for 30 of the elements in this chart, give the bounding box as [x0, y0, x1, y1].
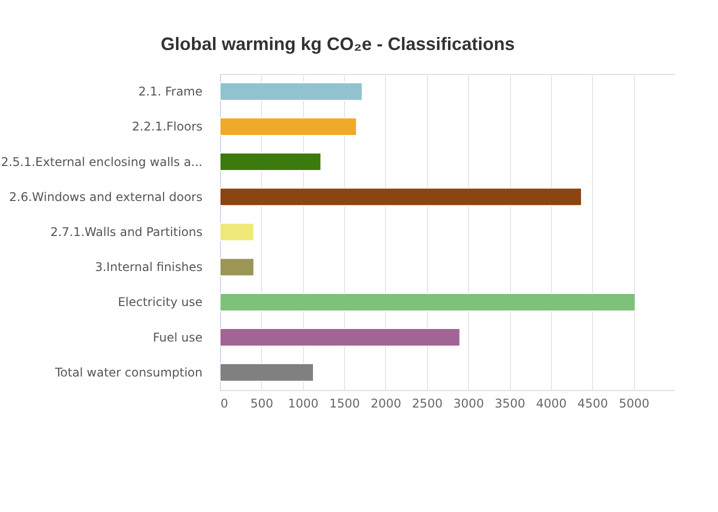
bar: [220, 363, 314, 382]
x-tick-label: 2500: [412, 396, 443, 410]
y-tick-label: Fuel use: [152, 330, 202, 344]
x-tick-label: 0: [220, 396, 228, 410]
x-tick-label: 4500: [578, 396, 608, 410]
x-tick-label: 2000: [370, 396, 402, 410]
x-tick-label: 3000: [453, 396, 484, 410]
y-tick-label: 2.2.1.Floors: [132, 120, 202, 134]
bar: [220, 258, 254, 276]
y-tick-label: 2.1. Frame: [138, 84, 202, 99]
y-tick-label: Electricity use: [118, 295, 202, 310]
y-tick-label: Total water consumption: [54, 365, 202, 380]
y-tick-label: 2.7.1.Walls and Partitions: [50, 225, 202, 239]
bar: [220, 222, 254, 242]
y-tick-label: 3.Internal finishes: [94, 260, 202, 274]
x-tick-label: 1000: [288, 396, 318, 410]
bar: [220, 188, 582, 206]
x-tick-label: 1500: [329, 396, 360, 410]
bar: [220, 82, 363, 101]
y-tick-label: 2.6.Windows and external doors: [9, 190, 202, 204]
x-tick-label: 4000: [536, 396, 567, 410]
x-tick-label: 3500: [494, 396, 526, 410]
chart-title: Global warming kg CO₂e - Classifications: [160, 34, 515, 54]
y-tick-label: 2.5.1.External enclosing walls a...: [0, 154, 202, 169]
x-tick-label: 500: [250, 396, 274, 410]
bar: [220, 328, 460, 347]
bar: [220, 117, 357, 136]
bar: [220, 152, 322, 172]
x-tick-label: 5000: [618, 396, 650, 410]
bar: [220, 292, 636, 312]
